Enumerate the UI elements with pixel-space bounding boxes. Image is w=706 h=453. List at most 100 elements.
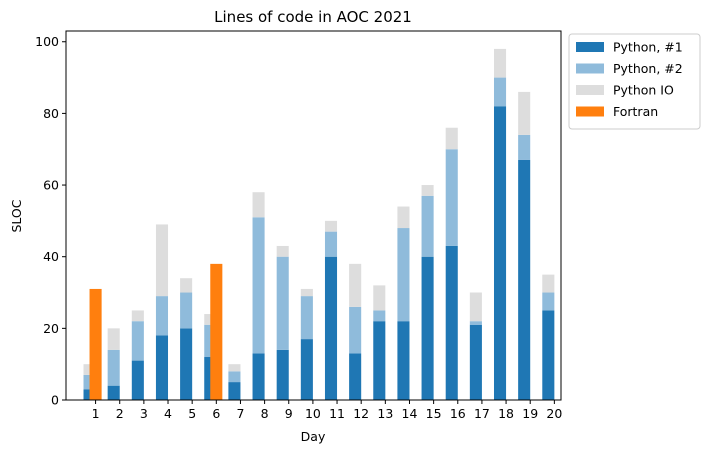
bar-python-1-day-15: [421, 256, 434, 400]
legend-label: Fortran: [613, 104, 658, 119]
bar-fortran-day-1: [89, 288, 102, 400]
bar-python-2-day-2: [107, 349, 120, 386]
x-tick-label: 18: [498, 406, 514, 421]
bar-python-1-day-18: [493, 106, 507, 401]
bar-python-1-day-3: [131, 360, 144, 400]
bar-python-io-day-14: [397, 206, 410, 229]
bar-python-io-day-8: [252, 192, 265, 218]
bar-python-io-day-15: [421, 185, 434, 196]
y-axis: 0 20 40 60 80 100: [35, 34, 66, 408]
bar-python-io-day-20: [542, 274, 555, 293]
legend-swatch-fortran: [576, 106, 604, 117]
bars: [83, 48, 555, 401]
bar-python-1-day-10: [300, 339, 313, 400]
x-tick-label: 5: [188, 406, 196, 421]
bar-python-2-day-20: [542, 292, 555, 311]
bar-python-io-day-3: [131, 310, 144, 322]
bar-python-io-day-16: [445, 127, 458, 150]
x-tick-label: 6: [212, 406, 220, 421]
y-tick-label: 100: [35, 34, 59, 49]
plot-frame: [65, 30, 562, 401]
bar-python-1-day-12: [349, 353, 362, 400]
bar-python-1-day-17: [469, 324, 482, 400]
x-tick-label: 17: [474, 406, 490, 421]
bar-python-2-day-3: [131, 321, 144, 361]
bar-fortran-day-6: [210, 263, 223, 400]
legend-swatch-python-2: [576, 63, 604, 74]
y-tick-label: 60: [43, 178, 59, 193]
legend: Python, #1 Python, #2 Python IO Fortran: [568, 33, 701, 130]
bar-python-io-day-1: [83, 364, 96, 375]
legend-label: Python, #1: [613, 40, 683, 55]
legend-label: Python IO: [613, 83, 674, 98]
bar-python-io-day-2: [107, 328, 120, 350]
x-tick-label: 3: [140, 406, 148, 421]
bar-python-io-day-7: [228, 364, 241, 372]
x-tick-label: 9: [285, 406, 293, 421]
x-tick-label: 15: [426, 406, 442, 421]
bar-python-2-day-10: [300, 296, 313, 340]
bar-python-io-day-13: [373, 285, 386, 311]
bar-python-1-day-5: [180, 328, 193, 400]
bar-python-2-day-12: [349, 306, 362, 354]
bar-python-2-day-14: [397, 228, 410, 322]
bar-python-io-day-10: [300, 288, 313, 297]
bar-python-2-day-9: [276, 256, 289, 350]
bar-python-2-day-4: [155, 296, 169, 336]
y-tick-label: 40: [43, 249, 59, 264]
legend-label: Python, #2: [613, 61, 683, 76]
bar-python-2-day-5: [180, 292, 193, 329]
bar-python-1-day-8: [252, 353, 265, 400]
bar-python-1-day-4: [155, 335, 169, 400]
bar-python-1-day-13: [373, 321, 386, 400]
bar-python-2-day-8: [252, 217, 265, 354]
bar-python-io-day-4: [155, 224, 169, 297]
x-tick-label: 16: [450, 406, 466, 421]
bar-python-1-day-14: [397, 321, 410, 400]
bar-python-1-day-11: [324, 256, 338, 400]
x-axis: 1 2 3 4 5 6 7 8 9 10 11 12 13 14 15 16 17 18 19 20: [92, 400, 562, 421]
bar-python-1-day-20: [542, 310, 555, 400]
y-tick-label: 20: [43, 321, 59, 336]
bar-python-1-day-7: [228, 382, 241, 400]
bar-python-2-day-11: [324, 231, 338, 257]
bar-python-io-day-9: [276, 245, 289, 257]
x-tick-label: 2: [116, 406, 124, 421]
x-tick-label: 7: [236, 406, 244, 421]
bar-python-2-day-13: [373, 310, 386, 322]
y-tick-label: 80: [43, 106, 59, 121]
x-tick-label: 20: [546, 406, 562, 421]
bar-python-1-day-16: [445, 245, 458, 400]
legend-swatch-python-1: [576, 42, 604, 52]
bar-python-2-day-19: [518, 134, 531, 160]
bar-python-io-day-5: [180, 278, 193, 293]
x-tick-label: 10: [305, 406, 321, 421]
x-tick-label: 14: [402, 406, 418, 421]
y-tick-label: 0: [51, 393, 59, 408]
bar-python-1-day-2: [107, 385, 120, 400]
bar-python-2-day-17: [469, 321, 482, 325]
x-tick-label: 1: [92, 406, 100, 421]
bar-python-io-day-19: [518, 91, 531, 135]
bar-python-io-day-11: [324, 220, 338, 232]
bar-python-2-day-7: [228, 371, 241, 383]
y-axis-label: SLOC: [9, 199, 24, 232]
bar-python-1-day-19: [518, 159, 531, 400]
chart-title: Lines of code in AOC 2021: [214, 8, 412, 26]
legend-swatch-python-io: [576, 85, 604, 95]
x-tick-label: 13: [377, 406, 393, 421]
bar-python-io-day-17: [469, 292, 482, 322]
bar-python-1-day-1: [83, 389, 96, 400]
x-tick-label: 11: [329, 406, 345, 421]
bar-python-io-day-18: [493, 48, 507, 78]
bar-python-io-day-12: [349, 263, 362, 307]
legend-frame: [568, 33, 701, 130]
bar-python-2-day-15: [421, 195, 434, 257]
bar-python-1-day-9: [276, 349, 289, 400]
bar-python-2-day-18: [493, 77, 507, 107]
x-tick-label: 4: [164, 406, 172, 421]
x-tick-label: 8: [261, 406, 269, 421]
x-tick-label: 19: [522, 406, 538, 421]
bar-python-2-day-16: [445, 149, 458, 246]
